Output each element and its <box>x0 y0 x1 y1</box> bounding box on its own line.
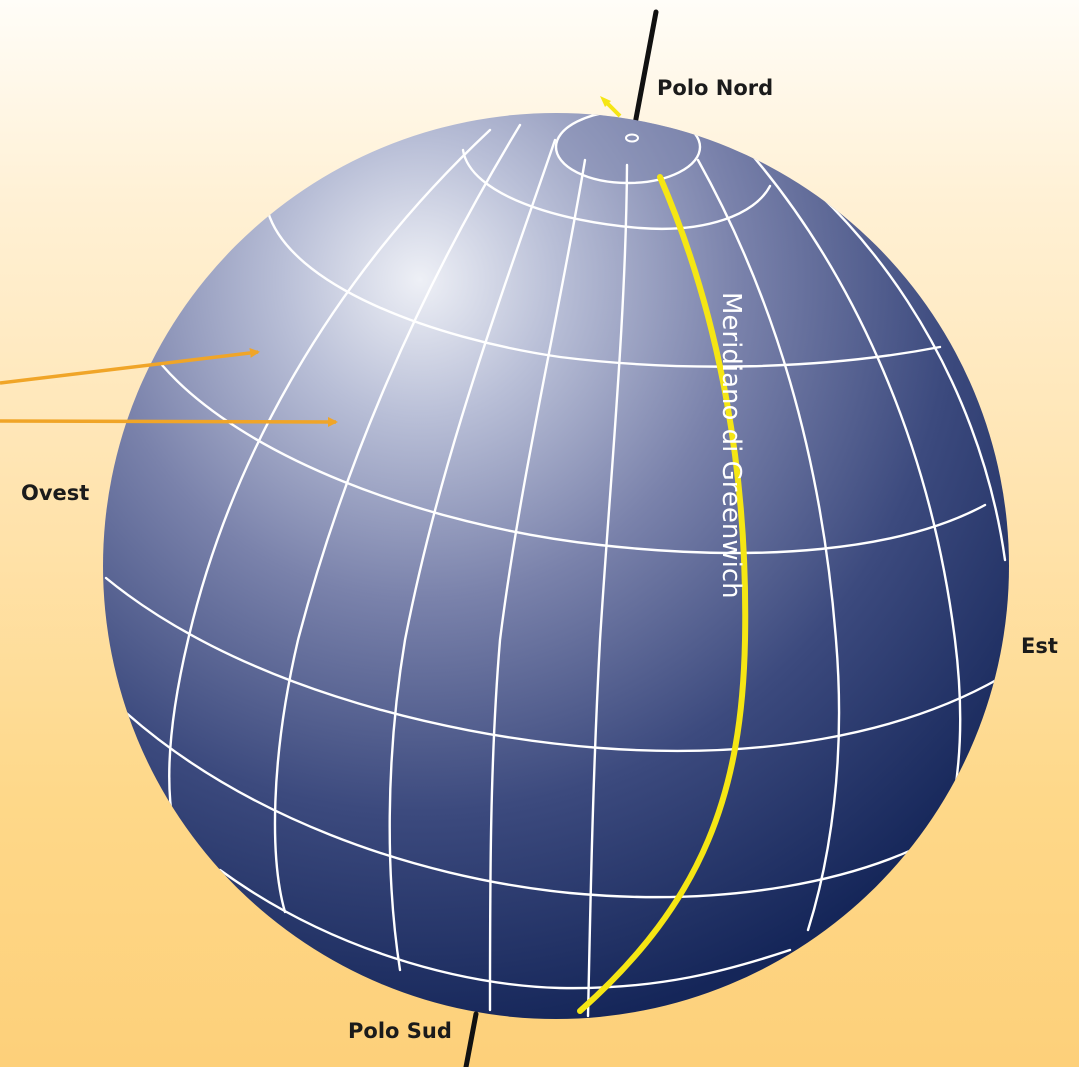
north-axis <box>629 9 659 143</box>
parallel-2 <box>266 210 942 368</box>
latitude-arrow-1 <box>0 347 260 385</box>
east-label: Est <box>1021 634 1058 658</box>
meridian-2 <box>273 123 522 914</box>
globe-grid <box>104 113 1007 1018</box>
latitude-arrow-2 <box>0 416 338 427</box>
south-axis <box>463 1011 479 1067</box>
north-pole-arrow-head <box>600 96 611 107</box>
parallel-6 <box>218 868 792 990</box>
south-pole-label: Polo Sud <box>348 1019 452 1043</box>
globe-sphere <box>103 113 1009 1019</box>
meridian-1 <box>168 128 492 862</box>
parallel-1 <box>461 148 772 230</box>
west-label: Ovest <box>21 481 90 505</box>
parallel-3 <box>160 363 987 555</box>
north-pole-label: Polo Nord <box>657 76 774 100</box>
parallel-equator <box>104 576 1002 753</box>
north-pole-marker <box>625 133 639 143</box>
prime-meridian-label: Meridiano di Greenwich <box>716 292 746 599</box>
meridian-5 <box>586 163 629 1018</box>
parallel-5 <box>121 708 942 899</box>
prime-meridian-line <box>577 174 749 1014</box>
meridian-7 <box>696 158 841 932</box>
meridian-4 <box>488 158 587 1012</box>
meridian-3 <box>388 138 557 972</box>
